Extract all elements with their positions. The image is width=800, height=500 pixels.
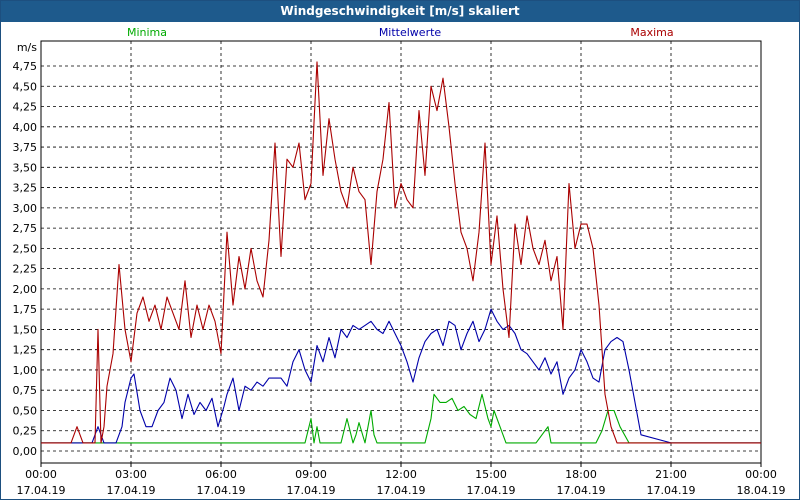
- y-tick-label: 4,25: [13, 101, 38, 114]
- x-tick-time: 06:00: [205, 468, 237, 481]
- grid-layer: [41, 41, 761, 463]
- y-tick-label: 4,00: [13, 121, 38, 134]
- x-tick-time: 00:00: [25, 468, 57, 481]
- y-tick-label: 0,00: [13, 445, 38, 458]
- legend-minima: Minima: [127, 26, 167, 39]
- x-tick-date: 17.04.19: [287, 484, 336, 497]
- series-layer: [41, 61, 761, 444]
- legend-mittelwerte: Mittelwerte: [379, 26, 442, 39]
- axes-layer: 0,00 0,25 0,50 0,75 1,00 1,25 1,50 1,75 2,00 2,25…: [13, 40, 786, 497]
- y-tick-label: 2,00: [13, 283, 38, 296]
- series-line-mittelwerte: [41, 308, 761, 444]
- y-tick-label: 3,00: [13, 202, 38, 215]
- y-tick-label: 0,50: [13, 404, 38, 417]
- x-tick-date: 17.04.19: [557, 484, 606, 497]
- x-tick-time: 00:00: [745, 468, 777, 481]
- x-tick-time: 09:00: [295, 468, 327, 481]
- y-tick-label: 2,25: [13, 263, 38, 276]
- x-tick-time: 18:00: [565, 468, 597, 481]
- x-tick-date: 17.04.19: [377, 484, 426, 497]
- y-axis-label: m/s: [17, 41, 37, 54]
- y-tick-label: 4,50: [13, 80, 38, 93]
- x-tick-date: 17.04.19: [17, 484, 66, 497]
- chart-title: Windgeschwindigkeit [m/s] skaliert: [1, 1, 799, 22]
- y-tick-label: 2,50: [13, 242, 38, 255]
- y-tick-label: 0,75: [13, 384, 38, 397]
- series-line-maxima: [41, 61, 761, 444]
- y-tick-label: 3,50: [13, 161, 38, 174]
- x-tick-time: 12:00: [385, 468, 417, 481]
- series-line-minima: [41, 393, 761, 444]
- x-tick-date: 17.04.19: [647, 484, 696, 497]
- x-tick-date: 18.04.19: [737, 484, 786, 497]
- legend-layer: Minima Mittelwerte Maxima: [127, 26, 674, 39]
- y-tick-label: 1,75: [13, 303, 38, 316]
- x-tick-date: 17.04.19: [467, 484, 516, 497]
- legend-maxima: Maxima: [630, 26, 673, 39]
- y-tick-label: 1,25: [13, 344, 38, 357]
- x-tick-time: 03:00: [115, 468, 147, 481]
- y-tick-label: 0,25: [13, 425, 38, 438]
- x-tick-date: 17.04.19: [197, 484, 246, 497]
- x-tick-date: 17.04.19: [107, 484, 156, 497]
- y-tick-label: 1,50: [13, 323, 38, 336]
- x-tick-time: 15:00: [475, 468, 507, 481]
- y-tick-label: 4,75: [13, 60, 38, 73]
- y-tick-label: 3,25: [13, 182, 38, 195]
- y-tick-label: 1,00: [13, 364, 38, 377]
- y-tick-label: 2,75: [13, 222, 38, 235]
- y-tick-label: 3,75: [13, 141, 38, 154]
- x-tick-time: 21:00: [655, 468, 687, 481]
